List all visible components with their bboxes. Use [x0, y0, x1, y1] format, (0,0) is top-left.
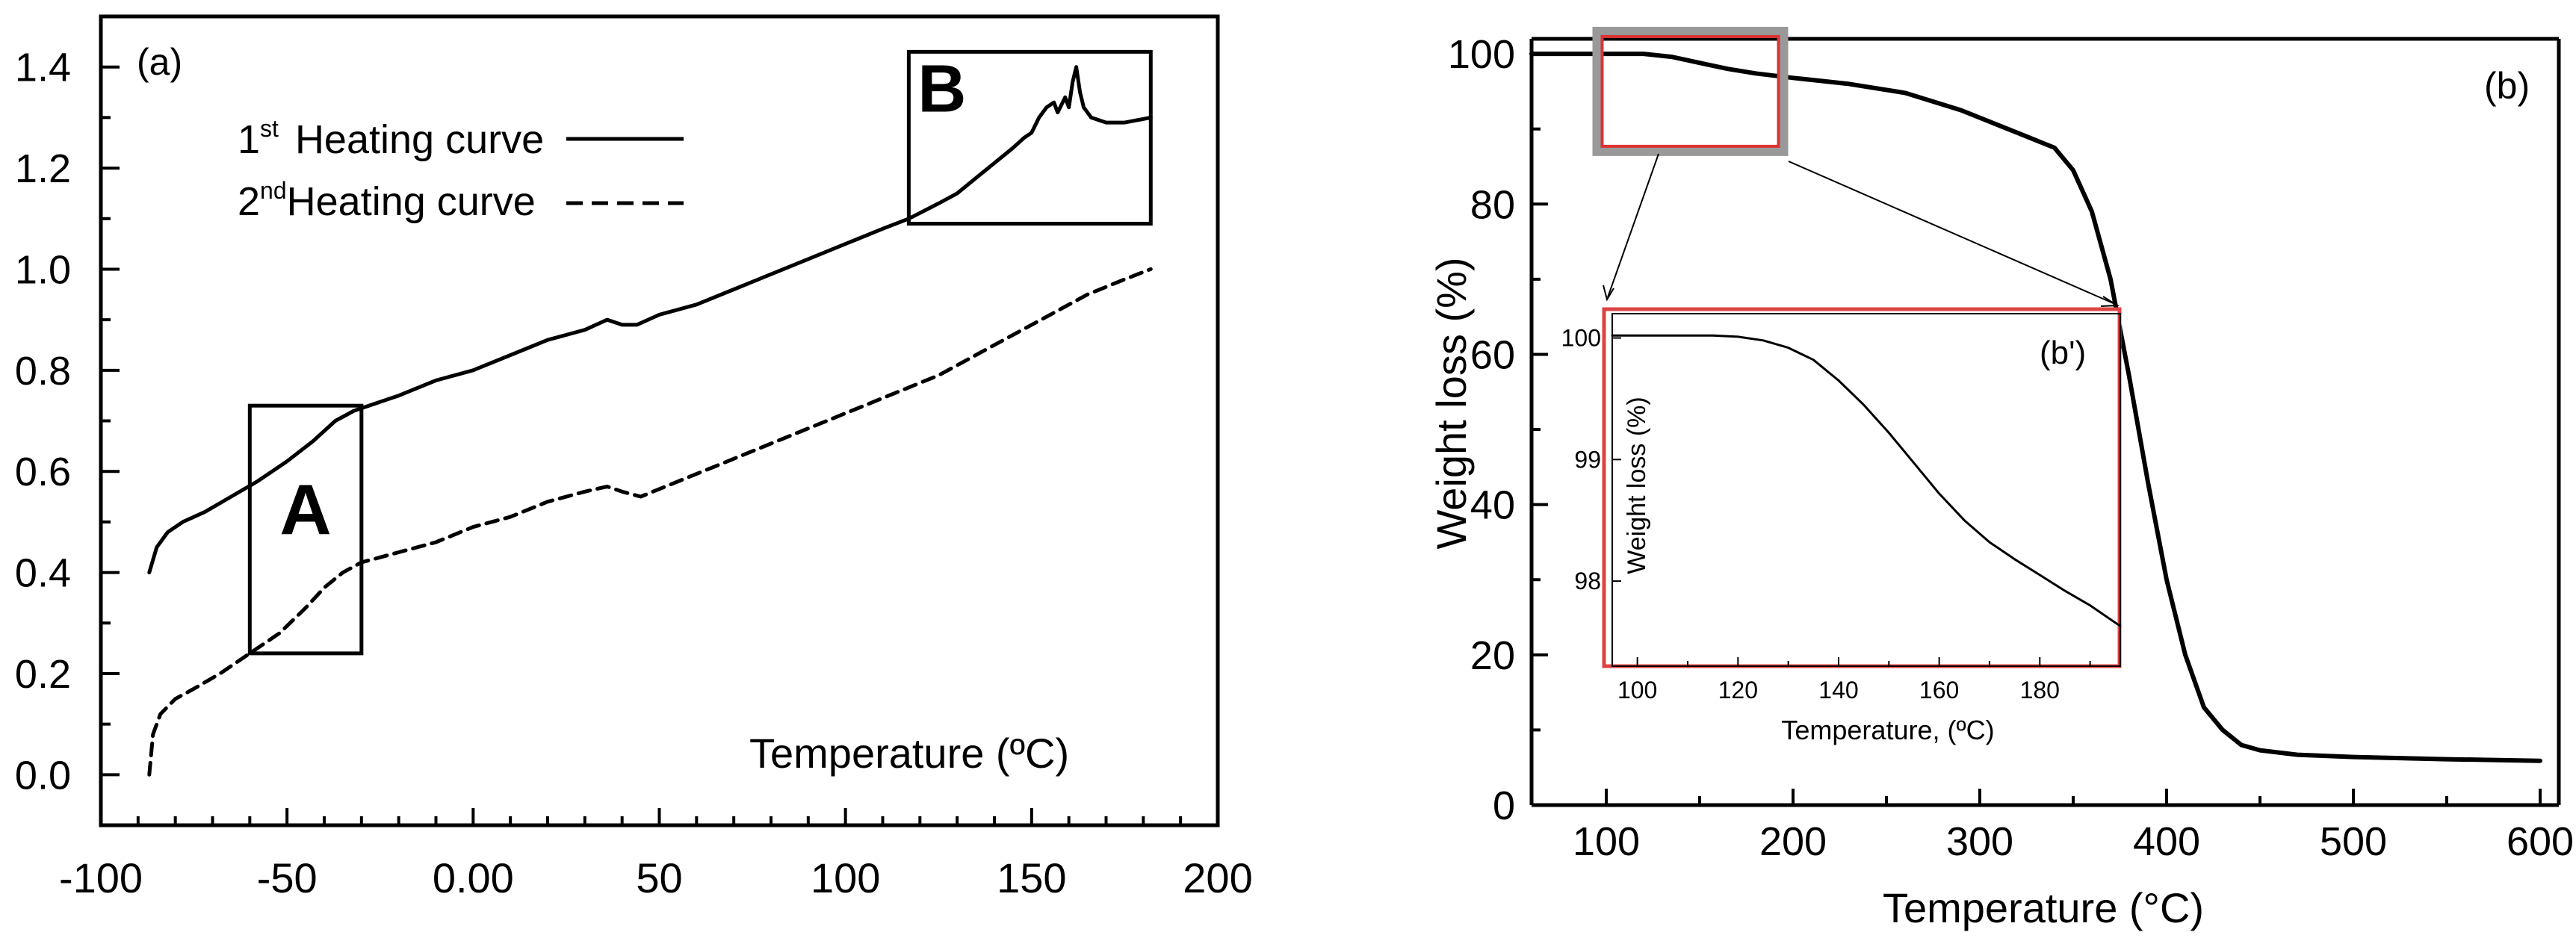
b-y-tick-label: 60 [1470, 332, 1515, 377]
panel-b-label: (b) [2484, 65, 2530, 107]
panel-a-ticks [99, 65, 1219, 825]
inset-y-tick-label: 99 [1574, 446, 1601, 473]
b-x-tick-label: 600 [2507, 819, 2574, 864]
inset-x-tick-label: 160 [1919, 677, 1959, 704]
inset-y-tick-labels: 98 99 100 [1561, 325, 1601, 595]
inset-label: (b') [2040, 335, 2086, 371]
b-y-tick-label: 20 [1470, 633, 1515, 678]
panel-b: 100 200 300 400 500 600 0 20 40 60 80 100 (b) Temp… [1428, 26, 2574, 931]
panel-a: -100 -50 0.00 50 100 150 200 0.0 0.2 0.4 0.6 0.8 1.… [15, 14, 1253, 901]
b-x-tick-label: 500 [2320, 819, 2387, 864]
b-x-tick-label: 100 [1573, 819, 1640, 864]
annotation-label-A: A [279, 470, 331, 550]
highlight-box-inner-red [1600, 34, 1780, 148]
legend-1-base: 1 [238, 117, 260, 162]
b-x-tick-label: 200 [1759, 819, 1827, 864]
inset-ticks [1612, 337, 2091, 666]
inset-plot-frame [1611, 313, 2121, 667]
a-x-tick-label: -50 [257, 854, 318, 901]
a-x-tick-label: 0.00 [433, 854, 514, 901]
inset-x-tick-label: 100 [1617, 677, 1657, 704]
connector-left [1607, 153, 1659, 298]
panel-b-ticks [1532, 52, 2542, 807]
annotation-label-B: B [917, 52, 966, 126]
panel-b-y-axis-label: Weight loss (%) [1428, 257, 1475, 549]
inset-x-tick-labels: 100 120 140 160 180 [1617, 677, 2060, 704]
inset-b-prime: 100 120 140 160 180 98 99 100 (b') Weight loss… [1561, 307, 2122, 745]
annotation-box-A [247, 403, 364, 656]
panel-a-x-axis-label: Temperature (ºC) [749, 730, 1069, 777]
a-x-tick-label: -100 [59, 854, 143, 901]
legend-2-base: 2 [238, 179, 260, 224]
connector-right [1788, 161, 2117, 305]
panel-a-label: (a) [137, 41, 182, 83]
b-x-tick-label: 300 [1946, 819, 2013, 864]
annotation-box-B [906, 49, 1153, 226]
panel-a-annotation-boxes: AB [247, 49, 1153, 656]
b-y-tick-label: 80 [1470, 182, 1515, 227]
inset-x-tick-label: 180 [2020, 677, 2060, 704]
panel-a-series [147, 65, 1153, 777]
panel-a-y-tick-labels: 0.0 0.2 0.4 0.6 0.8 1.0 1.2 1.4 [15, 46, 71, 798]
connector-right-arrowhead [2100, 296, 2120, 307]
a-y-tick-label: 0.0 [15, 753, 71, 798]
legend-1-text: Heating curve [295, 117, 544, 162]
legend-2-text: Heating curve [287, 179, 536, 224]
a-y-tick-label: 0.4 [15, 551, 71, 596]
panel-b-highlight-box [1592, 26, 1789, 156]
a-y-tick-label: 1.4 [15, 46, 71, 90]
inset-y-tick-label: 100 [1561, 325, 1601, 352]
a-y-tick-label: 0.6 [15, 450, 71, 494]
panel-a-legend: 1st Heating curve 2ndHeating curve [238, 115, 684, 224]
zoom-connectors [1603, 153, 2120, 307]
series-1st-heating-curve [147, 65, 1153, 575]
panel-b-x-tick-labels: 100 200 300 400 500 600 [1573, 819, 2574, 864]
legend-1-sup: st [260, 115, 279, 142]
series-tga-weight-loss [1529, 52, 2542, 763]
highlight-box-outer-grey [1592, 26, 1789, 156]
a-y-tick-label: 1.0 [15, 247, 71, 292]
series-tga-zoom [1611, 334, 2122, 627]
svg-text:2ndHeating curve: 2ndHeating curve [238, 177, 536, 224]
panel-b-x-axis-label: Temperature (°C) [1883, 884, 2204, 931]
a-y-tick-label: 0.2 [15, 652, 71, 697]
inset-background [1602, 307, 2122, 668]
connector-left-arrowhead [1603, 285, 1614, 302]
b-y-tick-label: 100 [1448, 32, 1515, 77]
inset-x-tick-label: 120 [1718, 677, 1758, 704]
b-y-tick-label: 0 [1493, 783, 1515, 828]
b-x-tick-label: 400 [2133, 819, 2200, 864]
a-x-tick-label: 150 [997, 854, 1066, 901]
b-y-tick-label: 40 [1470, 483, 1515, 528]
inset-x-axis-label: Temperature, (ºC) [1781, 715, 1994, 745]
legend-entry-1st: 1st Heating curve [238, 115, 684, 162]
a-x-tick-label: 50 [636, 854, 682, 901]
legend-2-sup: nd [260, 177, 287, 204]
inset-x-tick-label: 140 [1818, 677, 1858, 704]
series-2nd-heating-curve [147, 267, 1153, 777]
a-x-tick-label: 100 [811, 854, 880, 901]
inset-y-tick-label: 98 [1574, 568, 1601, 594]
inset-y-axis-label: Weight loss (%) [1623, 397, 1651, 574]
a-y-tick-label: 1.2 [15, 146, 71, 191]
legend-entry-2nd: 2ndHeating curve [238, 177, 684, 224]
panel-a-x-tick-labels: -100 -50 0.00 50 100 150 200 [59, 854, 1253, 901]
panel-b-series [1529, 52, 2542, 763]
a-y-tick-label: 0.8 [15, 349, 71, 394]
a-x-tick-label: 200 [1183, 854, 1252, 901]
panel-b-y-tick-labels: 0 20 40 60 80 100 [1448, 32, 1515, 828]
inset-series [1611, 334, 2122, 627]
